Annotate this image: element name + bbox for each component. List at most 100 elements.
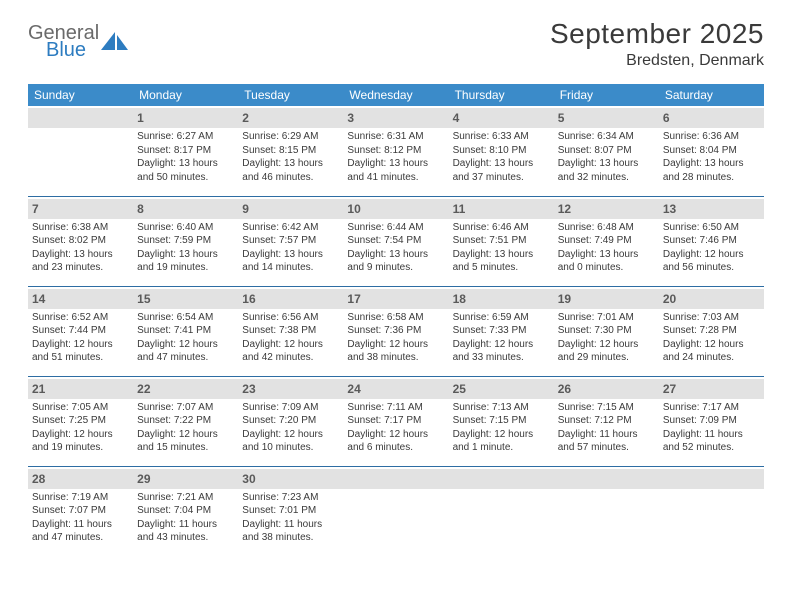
day-number: 15: [133, 289, 238, 309]
sunrise-text: Sunrise: 6:31 AM: [347, 130, 444, 144]
sunrise-text: Sunrise: 7:09 AM: [242, 401, 339, 415]
daylight-text: Daylight: 11 hours and 43 minutes.: [137, 518, 234, 545]
daylight-text: Daylight: 13 hours and 37 minutes.: [453, 157, 550, 184]
sunset-text: Sunset: 7:12 PM: [558, 414, 655, 428]
sunset-text: Sunset: 7:17 PM: [347, 414, 444, 428]
sunrise-text: Sunrise: 6:36 AM: [663, 130, 760, 144]
daylight-text: Daylight: 12 hours and 24 minutes.: [663, 338, 760, 365]
calendar-body: 1Sunrise: 6:27 AMSunset: 8:17 PMDaylight…: [28, 106, 764, 556]
sunrise-text: Sunrise: 7:07 AM: [137, 401, 234, 415]
day-number: [343, 469, 448, 489]
sunrise-text: Sunrise: 6:42 AM: [242, 221, 339, 235]
daylight-text: Daylight: 12 hours and 1 minute.: [453, 428, 550, 455]
calendar-cell: 22Sunrise: 7:07 AMSunset: 7:22 PMDayligh…: [133, 376, 238, 466]
sunrise-text: Sunrise: 7:15 AM: [558, 401, 655, 415]
weekday-header: Saturday: [659, 84, 764, 106]
calendar-cell: [659, 466, 764, 556]
daylight-text: Daylight: 13 hours and 5 minutes.: [453, 248, 550, 275]
day-number: 17: [343, 289, 448, 309]
daylight-text: Daylight: 12 hours and 15 minutes.: [137, 428, 234, 455]
sunrise-text: Sunrise: 7:01 AM: [558, 311, 655, 325]
calendar-week-row: 21Sunrise: 7:05 AMSunset: 7:25 PMDayligh…: [28, 376, 764, 466]
sunset-text: Sunset: 8:12 PM: [347, 144, 444, 158]
calendar-week-row: 7Sunrise: 6:38 AMSunset: 8:02 PMDaylight…: [28, 196, 764, 286]
day-number: 28: [28, 469, 133, 489]
title-block: September 2025 Bredsten, Denmark: [550, 18, 764, 70]
day-number: 19: [554, 289, 659, 309]
sunset-text: Sunset: 8:02 PM: [32, 234, 129, 248]
sunrise-text: Sunrise: 6:58 AM: [347, 311, 444, 325]
sunrise-text: Sunrise: 6:46 AM: [453, 221, 550, 235]
sunrise-text: Sunrise: 6:52 AM: [32, 311, 129, 325]
calendar-cell: [343, 466, 448, 556]
sunrise-text: Sunrise: 7:19 AM: [32, 491, 129, 505]
daylight-text: Daylight: 13 hours and 19 minutes.: [137, 248, 234, 275]
sunset-text: Sunset: 8:17 PM: [137, 144, 234, 158]
month-title: September 2025: [550, 18, 764, 50]
calendar-cell: 12 Sunrise: 6:48 AMSunset: 7:49 PMDayligh…: [554, 196, 659, 286]
day-number: 23: [238, 379, 343, 399]
calendar-cell: 28Sunrise: 7:19 AMSunset: 7:07 PMDayligh…: [28, 466, 133, 556]
daylight-text: Daylight: 12 hours and 10 minutes.: [242, 428, 339, 455]
calendar-cell: 30Sunrise: 7:23 AMSunset: 7:01 PMDayligh…: [238, 466, 343, 556]
sunset-text: Sunset: 7:04 PM: [137, 504, 234, 518]
calendar-cell: 8Sunrise: 6:40 AMSunset: 7:59 PMDaylight…: [133, 196, 238, 286]
sunrise-text: Sunrise: 6:48 AM: [558, 221, 655, 235]
sunset-text: Sunset: 8:07 PM: [558, 144, 655, 158]
sunset-text: Sunset: 7:51 PM: [453, 234, 550, 248]
day-number: 12: [554, 199, 659, 219]
sunset-text: Sunset: 7:28 PM: [663, 324, 760, 338]
sunset-text: Sunset: 8:10 PM: [453, 144, 550, 158]
calendar-cell: [554, 466, 659, 556]
sunset-text: Sunset: 7:30 PM: [558, 324, 655, 338]
daylight-text: Daylight: 13 hours and 14 minutes.: [242, 248, 339, 275]
daylight-text: Daylight: 13 hours and 0 minutes.: [558, 248, 655, 275]
day-number: 4: [449, 108, 554, 128]
calendar-cell: 27Sunrise: 7:17 AMSunset: 7:09 PMDayligh…: [659, 376, 764, 466]
sunset-text: Sunset: 7:49 PM: [558, 234, 655, 248]
day-number: 10: [343, 199, 448, 219]
weekday-header: Wednesday: [343, 84, 448, 106]
calendar-cell: 26Sunrise: 7:15 AMSunset: 7:12 PMDayligh…: [554, 376, 659, 466]
daylight-text: Daylight: 13 hours and 41 minutes.: [347, 157, 444, 184]
sunset-text: Sunset: 7:46 PM: [663, 234, 760, 248]
daylight-text: Daylight: 11 hours and 38 minutes.: [242, 518, 339, 545]
day-number: 26: [554, 379, 659, 399]
calendar-head: SundayMondayTuesdayWednesdayThursdayFrid…: [28, 84, 764, 106]
daylight-text: Daylight: 12 hours and 47 minutes.: [137, 338, 234, 365]
location: Bredsten, Denmark: [550, 52, 764, 70]
day-number: 9: [238, 199, 343, 219]
day-number: [554, 469, 659, 489]
sunset-text: Sunset: 7:25 PM: [32, 414, 129, 428]
sunrise-text: Sunrise: 6:29 AM: [242, 130, 339, 144]
page-header: General Blue September 2025 Bredsten, De…: [28, 18, 764, 70]
daylight-text: Daylight: 12 hours and 19 minutes.: [32, 428, 129, 455]
calendar-cell: 20Sunrise: 7:03 AMSunset: 7:28 PMDayligh…: [659, 286, 764, 376]
day-number: 13: [659, 199, 764, 219]
daylight-text: Daylight: 12 hours and 29 minutes.: [558, 338, 655, 365]
day-number: 21: [28, 379, 133, 399]
sunset-text: Sunset: 7:57 PM: [242, 234, 339, 248]
day-number: 6: [659, 108, 764, 128]
weekday-header: Monday: [133, 84, 238, 106]
calendar-cell: 1Sunrise: 6:27 AMSunset: 8:17 PMDaylight…: [133, 106, 238, 196]
daylight-text: Daylight: 12 hours and 51 minutes.: [32, 338, 129, 365]
day-number: 27: [659, 379, 764, 399]
sunrise-text: Sunrise: 6:44 AM: [347, 221, 444, 235]
calendar-cell: 15Sunrise: 6:54 AMSunset: 7:41 PMDayligh…: [133, 286, 238, 376]
calendar-cell: 18Sunrise: 6:59 AMSunset: 7:33 PMDayligh…: [449, 286, 554, 376]
sunset-text: Sunset: 7:22 PM: [137, 414, 234, 428]
sunrise-text: Sunrise: 6:40 AM: [137, 221, 234, 235]
daylight-text: Daylight: 12 hours and 6 minutes.: [347, 428, 444, 455]
daylight-text: Daylight: 12 hours and 56 minutes.: [663, 248, 760, 275]
sunrise-text: Sunrise: 7:05 AM: [32, 401, 129, 415]
day-number: 24: [343, 379, 448, 399]
calendar-cell: [449, 466, 554, 556]
calendar-cell: 4Sunrise: 6:33 AMSunset: 8:10 PMDaylight…: [449, 106, 554, 196]
calendar-table: SundayMondayTuesdayWednesdayThursdayFrid…: [28, 84, 764, 556]
daylight-text: Daylight: 11 hours and 52 minutes.: [663, 428, 760, 455]
sunset-text: Sunset: 7:20 PM: [242, 414, 339, 428]
sunset-text: Sunset: 7:36 PM: [347, 324, 444, 338]
sunset-text: Sunset: 7:15 PM: [453, 414, 550, 428]
day-number: 7: [28, 199, 133, 219]
